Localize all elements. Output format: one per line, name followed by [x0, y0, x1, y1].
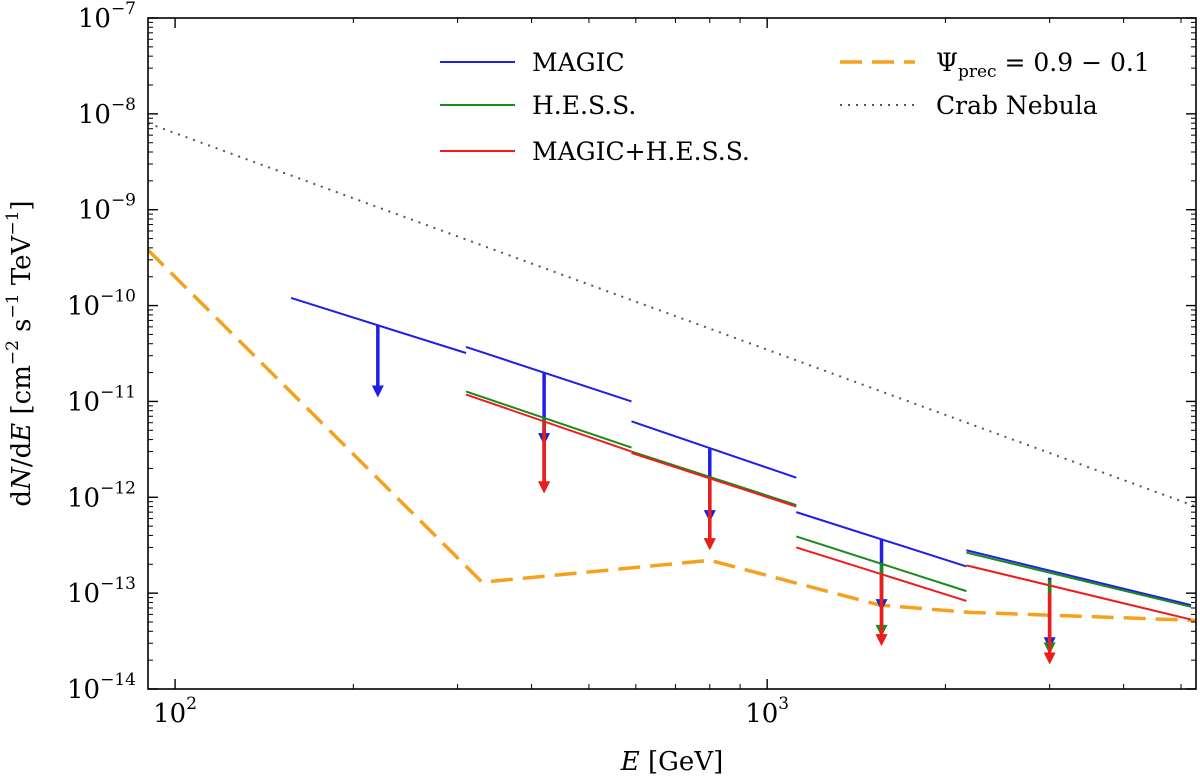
- legend-label-magic: MAGIC: [532, 48, 625, 77]
- ul-arrow-head-combined-12: [1043, 652, 1056, 665]
- ul-segment-magic-10: [966, 549, 1192, 607]
- legend: MAGIC H.E.S.S. MAGIC+H.E.S.S. Ψprec = 0.9 −…: [440, 48, 1150, 166]
- legend-label-crab: Crab Nebula: [936, 91, 1098, 120]
- legend-label-psi: Ψprec = 0.9 − 0.1: [936, 48, 1150, 82]
- psi-prec-curve: [148, 248, 1196, 623]
- y-tick-label: 10−9: [78, 191, 136, 226]
- ul-arrow-head-combined-3: [538, 481, 551, 494]
- y-axis-label: dN/dE [cm−2 s−1 TeV−1]: [3, 200, 37, 506]
- x-tick-label: 102: [153, 694, 197, 729]
- y-tick-label: 10−7: [78, 0, 136, 34]
- axis-ticks: [148, 17, 1196, 690]
- ul-segment-magic-7: [796, 511, 967, 568]
- legend-label-combined: MAGIC+H.E.S.S.: [532, 137, 750, 166]
- y-tick-label: 10−13: [67, 574, 136, 609]
- ul-segment-magic-1: [465, 346, 632, 403]
- ul-segment-hess-11: [966, 551, 1192, 608]
- plot-area: [148, 122, 1196, 665]
- plot-frame: [147, 17, 1197, 690]
- ul-segment-combined-9: [796, 546, 967, 602]
- ul-segment-magic-4: [631, 420, 797, 479]
- crab-nebula-line: [148, 122, 1196, 508]
- upper-limit-bins: [290, 297, 1192, 665]
- x-tick-label: 103: [745, 694, 789, 729]
- ul-segment-hess-5: [631, 450, 797, 506]
- ul-segment-hess-8: [796, 535, 967, 593]
- tick-labels: 10−14 10−13 10−12 10−11 10−10 10−9 10−8 10−7 102…: [67, 0, 789, 729]
- ul-segment-combined-3: [465, 393, 632, 453]
- y-tick-label: 10−11: [67, 382, 136, 417]
- ul-arrow-head-magic-0: [371, 385, 384, 398]
- ul-arrow-head-combined-6: [703, 538, 716, 551]
- ul-arrow-head-combined-9: [875, 634, 888, 647]
- ul-segment-combined-6: [631, 452, 797, 508]
- y-tick-label: 10−10: [67, 287, 136, 322]
- legend-label-hess: H.E.S.S.: [532, 91, 636, 120]
- ul-segment-combined-12: [966, 564, 1192, 621]
- y-tick-label: 10−12: [67, 478, 136, 513]
- x-axis-label: E [GeV]: [620, 747, 723, 777]
- y-tick-label: 10−8: [78, 95, 136, 130]
- y-tick-label: 10−14: [67, 670, 136, 705]
- ul-segment-hess-2: [465, 390, 632, 449]
